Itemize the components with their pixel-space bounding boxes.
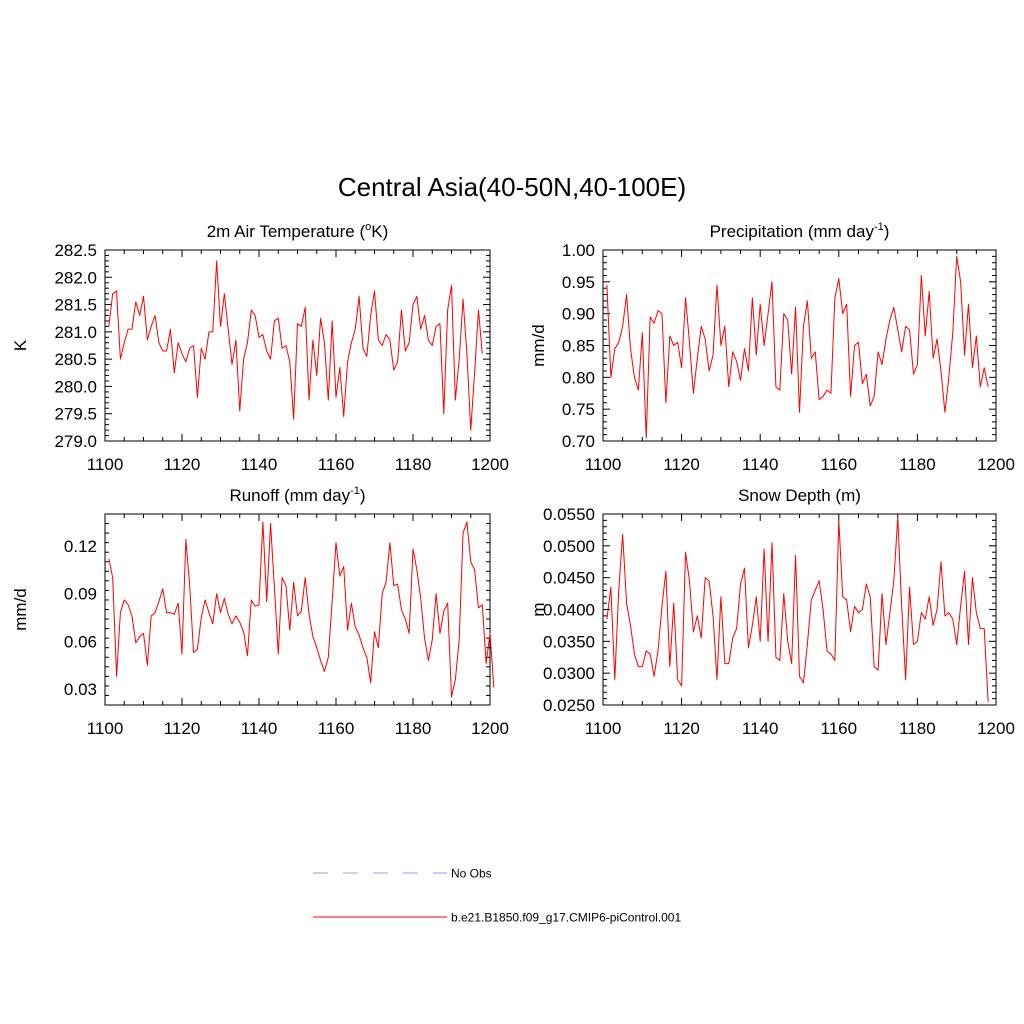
chart-panels: 1100 1120 1140 1160 1180 1200 279.0 279.5 280.0 2… xyxy=(11,221,1015,738)
y-tick-label: 282.0 xyxy=(54,268,97,287)
series-line xyxy=(108,260,483,431)
x-tick-label: 1100 xyxy=(87,455,124,474)
y-tick-label: 0.70 xyxy=(562,432,595,451)
y-tick-label: 1.00 xyxy=(562,241,595,260)
x-tick-label: 1140 xyxy=(742,455,779,474)
y-tick-label: 0.03 xyxy=(64,680,97,699)
y-tick-label: 0.95 xyxy=(562,273,595,292)
x-tick-label: 1180 xyxy=(395,455,432,474)
y-tick-label: 0.0350 xyxy=(543,632,595,651)
y-tick-label: 279.0 xyxy=(54,432,97,451)
x-tick-label: 1100 xyxy=(585,455,622,474)
y-axis-label: mm/d xyxy=(529,324,548,367)
plot-frame xyxy=(104,513,491,706)
x-tick-label: 1140 xyxy=(241,719,278,738)
panel-title-superscript: o xyxy=(365,221,371,233)
x-tick-label: 1160 xyxy=(821,719,858,738)
x-tick-label: 1120 xyxy=(164,455,201,474)
panel-title: Snow Depth (m) xyxy=(738,486,861,505)
x-tick-label: 1200 xyxy=(977,719,1015,738)
y-tick-label: 0.0550 xyxy=(543,505,595,524)
series-line xyxy=(606,255,989,439)
y-tick-label: 0.80 xyxy=(562,368,595,387)
y-tick-label: 0.12 xyxy=(64,537,97,556)
x-tick-label: 1120 xyxy=(663,455,700,474)
panel-title-main: 2m Air Temperature ( xyxy=(207,222,366,241)
legend: No Obs b.e21.B1850.f09_g17.CMIP6-piContr… xyxy=(313,867,681,925)
x-tick-label: 1160 xyxy=(318,719,355,738)
x-tick-label: 1200 xyxy=(471,719,509,738)
y-axis-label: K xyxy=(11,339,30,351)
y-tick-label: 281.5 xyxy=(54,296,97,315)
series-line xyxy=(606,516,989,702)
x-tick-label: 1160 xyxy=(318,455,355,474)
chart-panel-top-right: 1100 1120 1140 1160 1180 1200 0.70 0.75 0.80 0.85… xyxy=(529,221,1015,474)
y-tick-label: 280.0 xyxy=(54,377,97,396)
panel-title-tail: ) xyxy=(884,222,890,241)
x-tick-label: 1160 xyxy=(821,455,858,474)
x-tick-label: 1140 xyxy=(742,719,779,738)
y-tick-label: 281.0 xyxy=(54,323,97,342)
x-tick-label: 1180 xyxy=(899,455,936,474)
y-tick-label: 279.5 xyxy=(54,405,97,424)
panel-title-main: Runoff (mm day xyxy=(229,486,350,505)
y-tick-label: 0.06 xyxy=(64,632,97,651)
panel-title: Precipitation (mm day-1) xyxy=(710,221,890,241)
y-tick-label: 0.85 xyxy=(562,337,595,356)
legend-obs-label: No Obs xyxy=(451,867,492,881)
panel-title-main: Precipitation (mm day xyxy=(710,222,875,241)
legend-model-label: b.e21.B1850.f09_g17.CMIP6-piControl.001 xyxy=(451,911,681,925)
y-tick-label: 0.75 xyxy=(562,400,595,419)
x-tick-label: 1200 xyxy=(471,455,509,474)
y-tick-label: 280.5 xyxy=(54,350,97,369)
figure-title: Central Asia(40-50N,40-100E) xyxy=(338,172,686,202)
y-tick-label: 0.90 xyxy=(562,305,595,324)
panel-title: Runoff (mm day-1) xyxy=(229,485,365,505)
x-tick-label: 1180 xyxy=(395,719,432,738)
panel-title-superscript: -1 xyxy=(350,485,360,497)
panel-title-tail: ) xyxy=(360,486,366,505)
series-line xyxy=(108,521,495,698)
panel-title-main: Snow Depth (m) xyxy=(738,486,861,505)
panel-title-tail: K) xyxy=(371,222,388,241)
y-tick-label: 282.5 xyxy=(54,241,97,260)
y-tick-label: 0.0300 xyxy=(543,664,595,683)
y-tick-label: 0.0400 xyxy=(543,601,595,620)
y-tick-label: 0.0450 xyxy=(543,569,595,588)
x-tick-label: 1180 xyxy=(899,719,936,738)
y-axis-label: mm/d xyxy=(11,588,30,631)
x-tick-label: 1120 xyxy=(164,719,201,738)
x-tick-label: 1100 xyxy=(585,719,622,738)
chart-panel-bottom-left: 1100 1120 1140 1160 1180 1200 0.03 0.06 0.09 0.12… xyxy=(11,485,509,738)
panel-title-superscript: -1 xyxy=(874,221,884,233)
y-tick-label: 0.0250 xyxy=(543,696,595,715)
chart-panel-top-left: 1100 1120 1140 1160 1180 1200 279.0 279.5 280.0 2… xyxy=(11,221,509,474)
chart-panel-bottom-right: 1100 1120 1140 1160 1180 1200 0.0250 0.0300 0.03… xyxy=(529,486,1015,738)
y-axis-label: m xyxy=(529,602,548,616)
y-tick-label: 0.09 xyxy=(64,585,97,604)
x-tick-label: 1120 xyxy=(663,719,700,738)
x-tick-label: 1100 xyxy=(87,719,124,738)
panel-title: 2m Air Temperature (oK) xyxy=(207,221,389,241)
x-tick-label: 1200 xyxy=(977,455,1015,474)
y-tick-label: 0.0500 xyxy=(543,537,595,556)
x-tick-label: 1140 xyxy=(241,455,278,474)
